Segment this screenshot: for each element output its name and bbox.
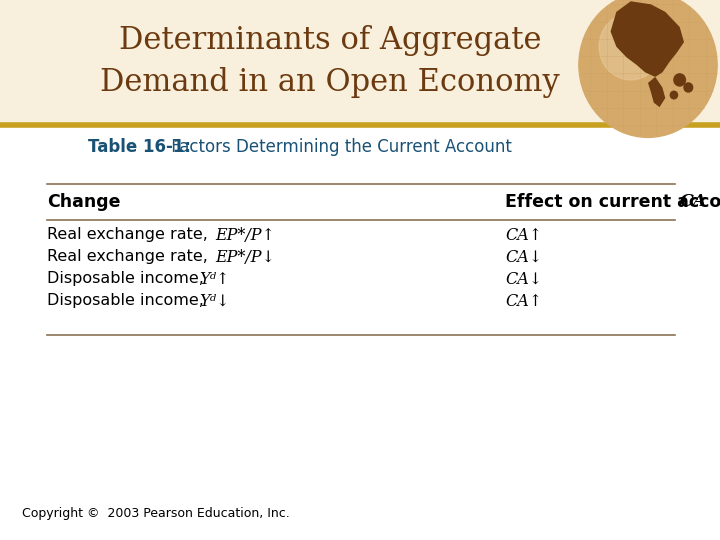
Text: Yᵈ↑: Yᵈ↑ [199,271,230,287]
Text: Effect on current account,: Effect on current account, [505,193,720,211]
Text: Factors Determining the Current Account: Factors Determining the Current Account [166,138,512,156]
Text: Determinants of Aggregate: Determinants of Aggregate [119,24,541,56]
Polygon shape [611,1,684,77]
Circle shape [684,83,693,92]
Text: Real exchange rate,: Real exchange rate, [47,249,213,265]
Circle shape [670,91,678,99]
Polygon shape [648,77,665,107]
Circle shape [674,74,685,86]
Text: Real exchange rate,: Real exchange rate, [47,227,213,242]
Text: Change: Change [47,193,120,211]
Text: Disposable income,: Disposable income, [47,294,209,308]
Text: CA↑: CA↑ [505,293,542,309]
Text: Copyright ©  2003 Pearson Education, Inc.: Copyright © 2003 Pearson Education, Inc. [22,507,289,520]
Text: CA↓: CA↓ [505,248,542,266]
Text: Disposable income,: Disposable income, [47,272,209,287]
Text: CA↑: CA↑ [505,226,542,244]
Text: Table 16-1:: Table 16-1: [88,138,191,156]
Bar [0,0,720,125]
Text: Yᵈ↓: Yᵈ↓ [199,293,230,309]
Text: CA↓: CA↓ [505,271,542,287]
Circle shape [579,0,717,137]
Text: CA: CA [680,193,707,211]
Text: EP*/P↓: EP*/P↓ [215,248,275,266]
Circle shape [599,14,662,80]
Text: EP*/P↑: EP*/P↑ [215,226,275,244]
Text: Demand in an Open Economy: Demand in an Open Economy [100,66,560,98]
